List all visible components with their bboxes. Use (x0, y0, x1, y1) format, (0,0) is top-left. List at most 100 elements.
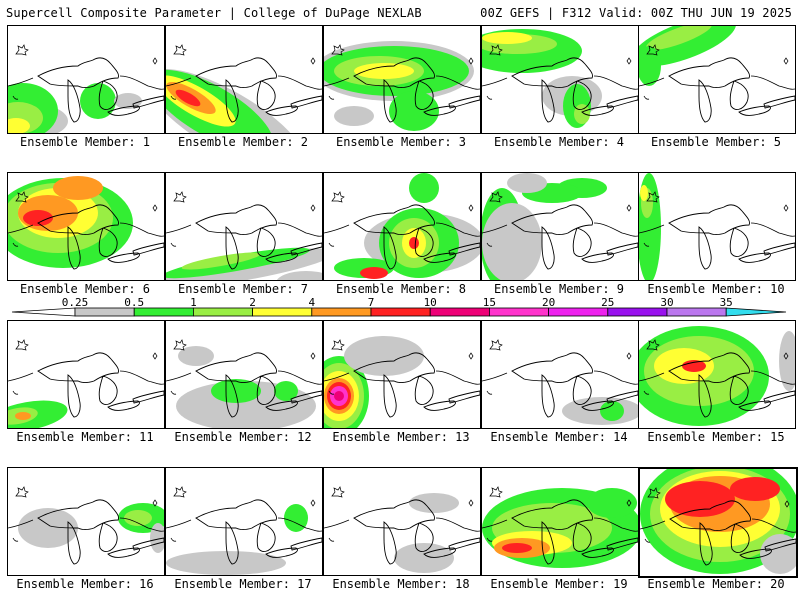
coastline-outline (166, 370, 322, 395)
scp-contour-fill (682, 360, 706, 372)
scp-contour-fill (639, 46, 661, 86)
scp-contour-fill (124, 510, 152, 526)
island-outline (783, 57, 789, 65)
scp-contour-fill (211, 379, 261, 403)
member-map-svg (166, 339, 322, 428)
coastline-outline (639, 75, 795, 100)
island-outline (331, 486, 345, 498)
scp-contour-fill (53, 176, 103, 200)
colorbar-tick-label: 2 (249, 296, 256, 309)
scp-contour-fill (394, 543, 454, 573)
scp-contour-fill (354, 63, 414, 79)
member-label: Ensemble Member: 11 (16, 430, 154, 444)
scp-contour-fill (409, 237, 419, 249)
great-lakes-outline (353, 352, 480, 418)
member-label: Ensemble Member: 5 (650, 135, 782, 149)
coastline-outline (482, 517, 638, 542)
scp-contour-fill (645, 26, 713, 51)
great-lakes-outline (353, 499, 480, 565)
island-outline (15, 486, 29, 498)
great-lakes-outline (195, 499, 322, 565)
colorbar-tick-label: 10 (424, 296, 437, 309)
colorbar-segment (429, 307, 490, 317)
island-outline (331, 191, 345, 203)
colorbar-tick-label: 25 (601, 296, 614, 309)
great-lakes-outline (668, 204, 795, 270)
island-outline (626, 57, 632, 65)
island-outline (331, 339, 345, 351)
member-label: Ensemble Member: 9 (493, 282, 625, 296)
coastline-outline (8, 370, 164, 395)
ensemble-member-map (638, 320, 796, 429)
island-outline (468, 499, 474, 507)
island-outline (783, 352, 789, 360)
member-map-svg (482, 29, 638, 128)
great-lakes-outline (195, 204, 322, 270)
island-outline (15, 339, 29, 351)
ensemble-member-map (165, 467, 323, 576)
island-outline (647, 487, 661, 499)
colorbar-below-arrow (11, 307, 76, 317)
ensemble-member-map (7, 467, 165, 576)
island-outline (468, 352, 474, 360)
great-lakes-outline (511, 57, 638, 123)
great-lakes-outline (511, 499, 638, 565)
ensemble-member-map (165, 25, 323, 134)
great-lakes-outline (37, 57, 164, 123)
island-outline (626, 352, 632, 360)
island-outline (152, 204, 158, 212)
member-label: Ensemble Member: 14 (490, 430, 628, 444)
member-label: Ensemble Member: 4 (493, 135, 625, 149)
scp-contour-fill (23, 210, 53, 226)
ensemble-member-map (481, 467, 639, 576)
colorbar-tick-label: 30 (660, 296, 673, 309)
member-map-svg (639, 326, 795, 426)
scp-contour-fill (502, 543, 532, 553)
scp-contour-fill (760, 534, 796, 574)
scp-contour-fill (507, 173, 547, 193)
colorbar-tick-label: 20 (542, 296, 555, 309)
ensemble-member-map (323, 172, 481, 281)
member-label: Ensemble Member: 16 (16, 577, 154, 591)
member-label: Ensemble Member: 13 (332, 430, 470, 444)
island-outline (489, 486, 503, 498)
island-outline (310, 57, 316, 65)
member-label: Ensemble Member: 1 (19, 135, 151, 149)
ensemble-member-map (323, 25, 481, 134)
scp-contour-fill (284, 504, 308, 532)
great-lakes-outline (195, 352, 322, 418)
great-lakes-outline (353, 57, 480, 123)
island-outline (310, 352, 316, 360)
colorbar-segment (74, 307, 135, 317)
colorbar-segment (133, 307, 194, 317)
island-outline (331, 44, 345, 56)
scp-contour-fill (181, 252, 261, 270)
colorbar-tick-label: 35 (720, 296, 733, 309)
island-outline (646, 191, 660, 203)
member-label: Ensemble Member: 8 (335, 282, 467, 296)
scp-contour-fill (334, 106, 374, 126)
coastline-outline (639, 370, 795, 395)
scp-contour-fill (178, 346, 214, 366)
member-map-svg (166, 486, 322, 575)
ensemble-member-map (481, 25, 639, 134)
ensemble-member-map (7, 172, 165, 281)
member-map-svg (639, 26, 795, 123)
member-label: Ensemble Member: 18 (332, 577, 470, 591)
scp-contour-fill (15, 412, 31, 420)
scp-contour-fill (80, 83, 116, 119)
ensemble-member-map (638, 467, 798, 578)
coastline-outline (8, 222, 164, 247)
colorbar-segment (488, 307, 549, 317)
ensemble-member-map (165, 172, 323, 281)
scp-contour-fill (574, 104, 590, 124)
scp-contour-fill (18, 508, 78, 548)
great-lakes-outline (37, 352, 164, 418)
chart-title: Supercell Composite Parameter | College … (6, 6, 422, 20)
member-map-svg (482, 173, 638, 280)
ensemble-member-map (481, 320, 639, 429)
colorbar-segment (548, 307, 609, 317)
scp-contour-fill (482, 203, 542, 280)
ensemble-member-map (323, 467, 481, 576)
member-map-svg (8, 44, 164, 133)
